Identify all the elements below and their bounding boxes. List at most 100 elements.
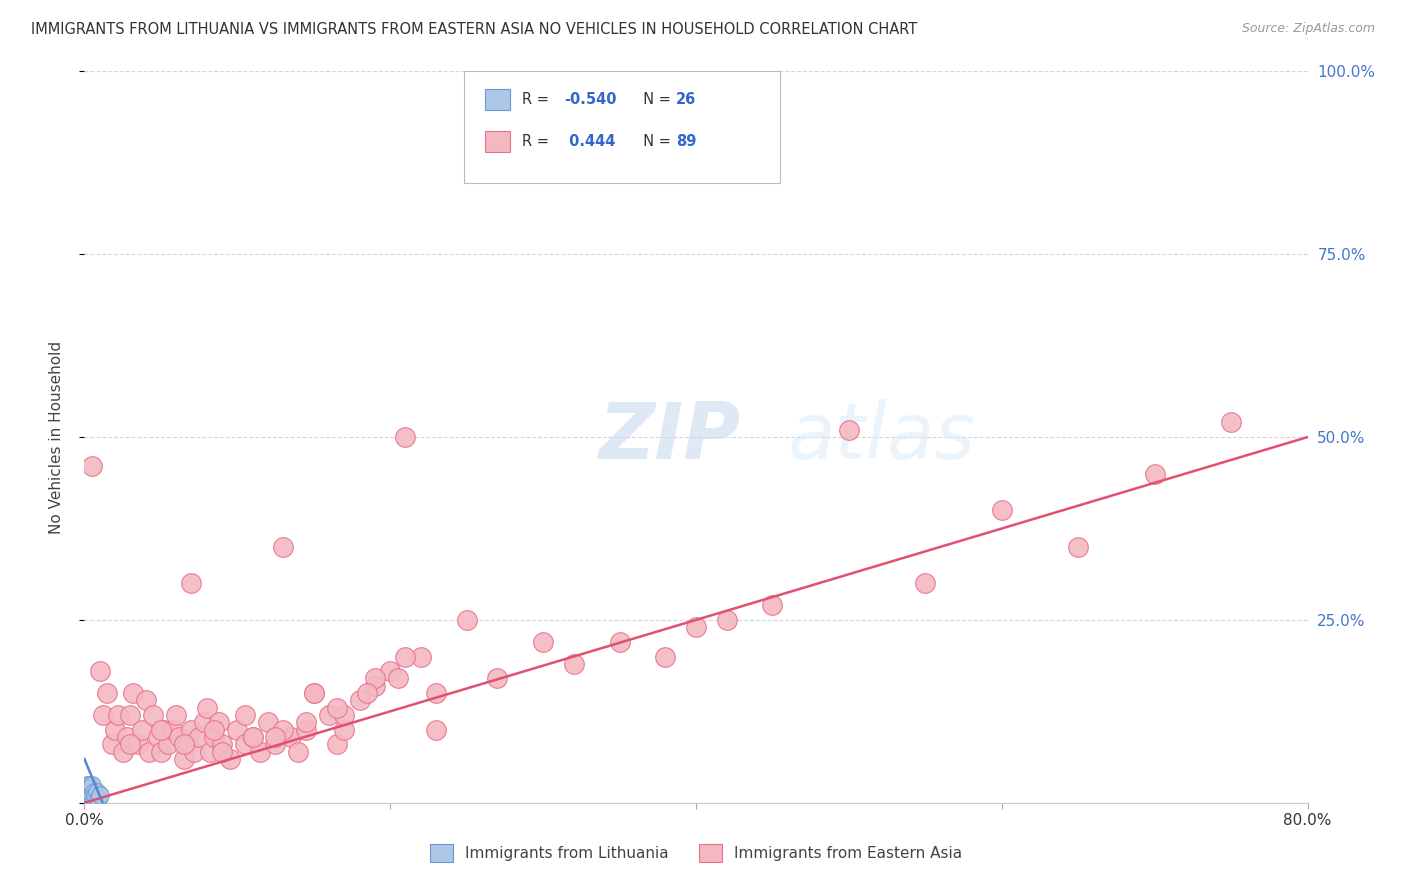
Point: [654, 649, 676, 664]
Point: [202, 723, 225, 737]
Point: [1220, 416, 1243, 430]
Point: [149, 745, 172, 759]
Point: [193, 715, 215, 730]
Legend: Immigrants from Lithuania, Immigrants from Eastern Asia: Immigrants from Lithuania, Immigrants fr…: [423, 838, 969, 868]
Text: N =: N =: [634, 134, 676, 149]
Point: [302, 686, 325, 700]
Point: [295, 723, 318, 737]
Text: Source: ZipAtlas.com: Source: ZipAtlas.com: [1241, 22, 1375, 36]
Point: [127, 737, 149, 751]
Point: [75, 792, 97, 806]
Point: [208, 715, 231, 730]
Point: [456, 613, 478, 627]
Point: [838, 423, 860, 437]
Point: [83, 792, 105, 806]
Point: [77, 792, 100, 806]
Point: [75, 785, 97, 799]
Point: [380, 664, 402, 678]
Point: [120, 708, 142, 723]
Text: 26: 26: [676, 92, 696, 107]
Point: [101, 737, 124, 751]
Point: [211, 737, 233, 751]
Point: [271, 723, 294, 737]
Point: [80, 789, 103, 803]
Point: [80, 778, 103, 792]
Text: -0.540: -0.540: [564, 92, 616, 107]
Point: [409, 649, 432, 664]
Point: [86, 785, 108, 799]
Point: [83, 785, 105, 799]
Point: [264, 730, 287, 744]
Point: [135, 693, 157, 707]
Text: 89: 89: [676, 134, 696, 149]
Point: [356, 686, 378, 700]
Point: [287, 745, 309, 759]
Point: [364, 679, 387, 693]
Point: [111, 745, 134, 759]
Point: [173, 737, 195, 751]
Point: [107, 708, 129, 723]
Point: [79, 789, 101, 804]
Point: [202, 730, 225, 744]
Point: [167, 730, 190, 744]
Point: [914, 576, 936, 591]
Point: [89, 664, 111, 678]
Point: [318, 708, 340, 723]
Point: [394, 430, 416, 444]
Point: [325, 737, 347, 751]
Point: [1067, 540, 1090, 554]
Point: [77, 785, 100, 799]
Point: [80, 781, 103, 796]
Point: [131, 723, 153, 737]
Point: [280, 730, 302, 744]
Point: [218, 752, 240, 766]
Point: [77, 789, 100, 803]
Point: [79, 785, 101, 799]
Point: [104, 723, 127, 737]
Y-axis label: No Vehicles in Household: No Vehicles in Household: [49, 341, 63, 533]
Point: [364, 672, 387, 686]
Text: N =: N =: [634, 92, 676, 107]
Point: [89, 789, 111, 803]
Point: [173, 752, 195, 766]
Text: R =: R =: [522, 92, 553, 107]
Point: [325, 700, 347, 714]
Point: [157, 737, 180, 751]
Point: [84, 789, 107, 803]
Point: [80, 459, 103, 474]
Point: [531, 635, 554, 649]
Point: [249, 745, 271, 759]
Point: [761, 599, 783, 613]
Point: [1143, 467, 1166, 481]
Point: [195, 700, 218, 714]
Point: [180, 723, 202, 737]
Point: [122, 686, 145, 700]
Point: [716, 613, 738, 627]
Point: [180, 576, 202, 591]
Point: [264, 737, 287, 751]
Text: ZIP: ZIP: [598, 399, 741, 475]
Point: [87, 792, 110, 806]
Point: [76, 787, 98, 801]
Point: [242, 730, 264, 744]
Point: [562, 657, 585, 671]
Point: [75, 789, 97, 803]
Point: [233, 737, 256, 751]
Text: 0.444: 0.444: [564, 134, 616, 149]
Point: [76, 789, 98, 803]
Point: [188, 730, 211, 744]
Point: [165, 708, 187, 723]
Point: [302, 686, 325, 700]
Point: [257, 715, 280, 730]
Point: [142, 708, 165, 723]
Point: [425, 723, 447, 737]
Point: [76, 782, 98, 797]
Point: [146, 730, 169, 744]
Point: [394, 649, 416, 664]
Point: [211, 745, 233, 759]
Point: [271, 540, 294, 554]
Point: [233, 708, 256, 723]
Point: [149, 723, 172, 737]
Point: [77, 781, 100, 796]
Point: [333, 708, 356, 723]
